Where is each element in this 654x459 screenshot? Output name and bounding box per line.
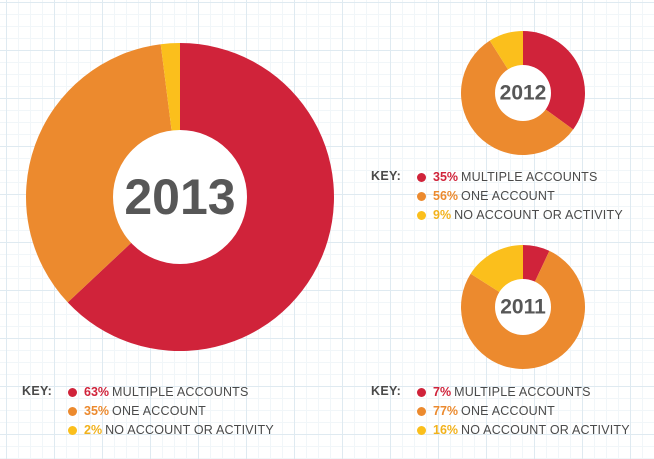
key-item-one-account: 35% ONE ACCOUNT xyxy=(68,403,206,419)
key-item-one-account: 56% ONE ACCOUNT xyxy=(417,188,555,204)
legend-dot-multiple xyxy=(417,172,426,182)
key-item-multiple-accounts: 35% MULTIPLE ACCOUNTS xyxy=(417,169,598,185)
key-percent: 35% xyxy=(84,404,110,418)
legend-dot-multiple xyxy=(417,387,426,397)
key-2011: KEY: 7% MULTIPLE ACCOUNTS 77% ONE ACCOUNT … xyxy=(371,384,651,444)
key-label: ONE ACCOUNT xyxy=(461,189,555,203)
donut-hole xyxy=(113,130,247,264)
key-2012: KEY: 35% MULTIPLE ACCOUNTS 56% ONE ACCOUNT… xyxy=(371,169,651,229)
year-label: 2012 xyxy=(500,82,547,105)
key-title: KEY: xyxy=(22,384,53,398)
key-label: MULTIPLE ACCOUNTS xyxy=(112,385,249,399)
key-label: MULTIPLE ACCOUNTS xyxy=(454,385,591,399)
key-percent: 2% xyxy=(84,423,103,437)
key-item-no-account: 16% NO ACCOUNT OR ACTIVITY xyxy=(417,422,630,438)
legend-dot-none xyxy=(417,210,426,220)
legend-dot-one xyxy=(417,191,426,201)
legend-dot-none xyxy=(68,425,77,435)
key-label: ONE ACCOUNT xyxy=(461,404,555,418)
key-percent: 63% xyxy=(84,385,110,399)
key-percent: 9% xyxy=(433,208,452,222)
year-label: 2013 xyxy=(124,169,235,225)
key-item-no-account: 9% NO ACCOUNT OR ACTIVITY xyxy=(417,207,623,223)
key-2013: KEY: 63% MULTIPLE ACCOUNTS 35% ONE ACCOUNT… xyxy=(22,384,322,444)
key-label: NO ACCOUNT OR ACTIVITY xyxy=(454,208,623,222)
key-title: KEY: xyxy=(371,169,402,183)
year-label: 2011 xyxy=(500,296,546,319)
key-item-multiple-accounts: 7% MULTIPLE ACCOUNTS xyxy=(417,384,591,400)
key-percent: 77% xyxy=(433,404,459,418)
donut-hole xyxy=(495,279,551,335)
key-item-one-account: 77% ONE ACCOUNT xyxy=(417,403,555,419)
key-percent: 35% xyxy=(433,170,459,184)
legend-dot-one xyxy=(417,406,426,416)
key-label: MULTIPLE ACCOUNTS xyxy=(461,170,598,184)
legend-dot-none xyxy=(417,425,426,435)
donut-2013: 2013 xyxy=(25,43,334,351)
key-percent: 7% xyxy=(433,385,452,399)
donut-2012: 2012 xyxy=(461,31,585,155)
key-percent: 16% xyxy=(433,423,459,437)
key-label: NO ACCOUNT OR ACTIVITY xyxy=(461,423,630,437)
donut-hole xyxy=(495,65,551,121)
key-title: KEY: xyxy=(371,384,402,398)
legend-dot-multiple xyxy=(68,387,77,397)
donut-2011: 2011 xyxy=(461,245,585,369)
key-label: ONE ACCOUNT xyxy=(112,404,206,418)
key-item-multiple-accounts: 63% MULTIPLE ACCOUNTS xyxy=(68,384,249,400)
legend-dot-one xyxy=(68,406,77,416)
key-item-no-account: 2% NO ACCOUNT OR ACTIVITY xyxy=(68,422,274,438)
slice-one-account xyxy=(25,44,181,303)
key-percent: 56% xyxy=(433,189,459,203)
key-label: NO ACCOUNT OR ACTIVITY xyxy=(105,423,274,437)
slice-multiple-accounts xyxy=(523,31,585,130)
